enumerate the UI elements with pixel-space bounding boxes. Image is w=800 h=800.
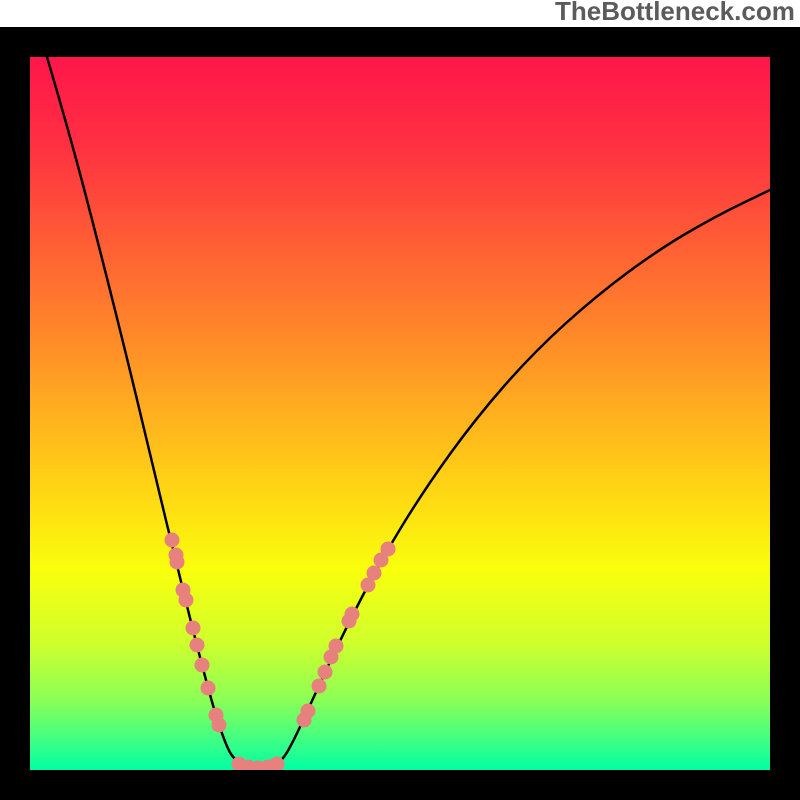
scatter-point [381,542,396,557]
scatter-point [165,533,180,548]
scatter-point [179,593,194,608]
scatter-point [318,665,333,680]
scatter-point [345,607,360,622]
scatter-point [367,566,382,581]
scatter-point [312,679,327,694]
scatter-point [190,638,205,653]
scatter-point [212,718,227,733]
scatter-point [301,704,316,719]
scatter-point [201,681,216,696]
scatter-point [186,621,201,636]
scatter-point [195,658,210,673]
scatter-point [169,548,184,563]
scatter-point [329,639,344,654]
chart-svg [0,0,800,800]
scatter-point [270,757,285,772]
